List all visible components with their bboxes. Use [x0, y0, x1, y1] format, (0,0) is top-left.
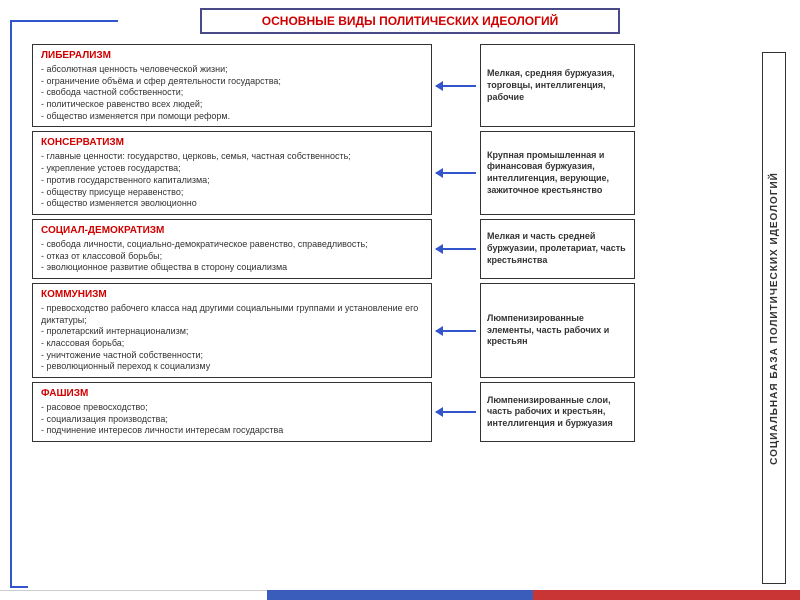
base-box: Люмпенизированные слои, часть рабочих и … — [480, 382, 635, 442]
ideology-title: ЛИБЕРАЛИЗМ — [41, 49, 423, 62]
footer-flag-stripe — [0, 590, 800, 600]
ideology-points: - превосходство рабочего класса над друг… — [41, 303, 423, 373]
base-text: Мелкая, средняя буржуазия, торговцы, инт… — [487, 68, 628, 103]
arrow-icon — [436, 219, 476, 279]
ideology-box-communism: КОММУНИЗМ - превосходство рабочего класс… — [32, 283, 432, 378]
ideology-title: СОЦИАЛ-ДЕМОКРАТИЗМ — [41, 224, 423, 237]
base-box: Мелкая, средняя буржуазия, торговцы, инт… — [480, 44, 635, 127]
ideology-title: ФАШИЗМ — [41, 387, 423, 400]
ideology-points: - свобода личности, социально-демократич… — [41, 239, 423, 274]
arrow-icon — [436, 131, 476, 214]
base-box: Люмпенизированные элементы, часть рабочи… — [480, 283, 635, 378]
ideology-row: ФАШИЗМ - расовое превосходство; - социал… — [32, 382, 788, 442]
ideology-box-fascism: ФАШИЗМ - расовое превосходство; - социал… — [32, 382, 432, 442]
ideology-box-conservatism: КОНСЕРВАТИЗМ - главные ценности: государ… — [32, 131, 432, 214]
ideology-row: ЛИБЕРАЛИЗМ - абсолютная ценность человеч… — [32, 44, 788, 127]
ideology-points: - абсолютная ценность человеческой жизни… — [41, 64, 423, 122]
base-box: Крупная промышленная и финансовая буржуа… — [480, 131, 635, 214]
stripe-white — [0, 590, 267, 600]
arrow-icon — [436, 382, 476, 442]
ideology-title: КОММУНИЗМ — [41, 288, 423, 301]
ideology-title: КОНСЕРВАТИЗМ — [41, 136, 423, 149]
ideology-points: - главные ценности: государство, церковь… — [41, 151, 423, 209]
ideology-points: - расовое превосходство; - социализация … — [41, 402, 423, 437]
diagram-container: ОСНОВНЫЕ ВИДЫ ПОЛИТИЧЕСКИХ ИДЕОЛОГИЙ ЛИБ… — [0, 0, 800, 450]
ideology-row: КОНСЕРВАТИЗМ - главные ценности: государ… — [32, 131, 788, 214]
ideology-row: СОЦИАЛ-ДЕМОКРАТИЗМ - свобода личности, с… — [32, 219, 788, 279]
main-title: ОСНОВНЫЕ ВИДЫ ПОЛИТИЧЕСКИХ ИДЕОЛОГИЙ — [222, 14, 598, 28]
base-text: Люмпенизированные элементы, часть рабочи… — [487, 313, 628, 348]
stripe-blue — [267, 590, 534, 600]
arrow-icon — [436, 44, 476, 127]
ideology-row: КОММУНИЗМ - превосходство рабочего класс… — [32, 283, 788, 378]
ideology-box-socdem: СОЦИАЛ-ДЕМОКРАТИЗМ - свобода личности, с… — [32, 219, 432, 279]
left-connector-bracket — [10, 20, 28, 588]
title-box: ОСНОВНЫЕ ВИДЫ ПОЛИТИЧЕСКИХ ИДЕОЛОГИЙ — [200, 8, 620, 34]
ideology-rows: ЛИБЕРАЛИЗМ - абсолютная ценность человеч… — [32, 44, 788, 442]
base-text: Мелкая и часть средней буржуазии, пролет… — [487, 231, 628, 266]
vertical-side-label: СОЦИАЛЬНАЯ БАЗА ПОЛИТИЧЕСКИХ ИДЕОЛОГИЙ — [762, 52, 786, 584]
base-text: Крупная промышленная и финансовая буржуа… — [487, 150, 628, 197]
vertical-text: СОЦИАЛЬНАЯ БАЗА ПОЛИТИЧЕСКИХ ИДЕОЛОГИЙ — [769, 172, 780, 465]
stripe-red — [533, 590, 800, 600]
arrow-icon — [436, 283, 476, 378]
ideology-box-liberalism: ЛИБЕРАЛИЗМ - абсолютная ценность человеч… — [32, 44, 432, 127]
base-box: Мелкая и часть средней буржуазии, пролет… — [480, 219, 635, 279]
base-text: Люмпенизированные слои, часть рабочих и … — [487, 395, 628, 430]
